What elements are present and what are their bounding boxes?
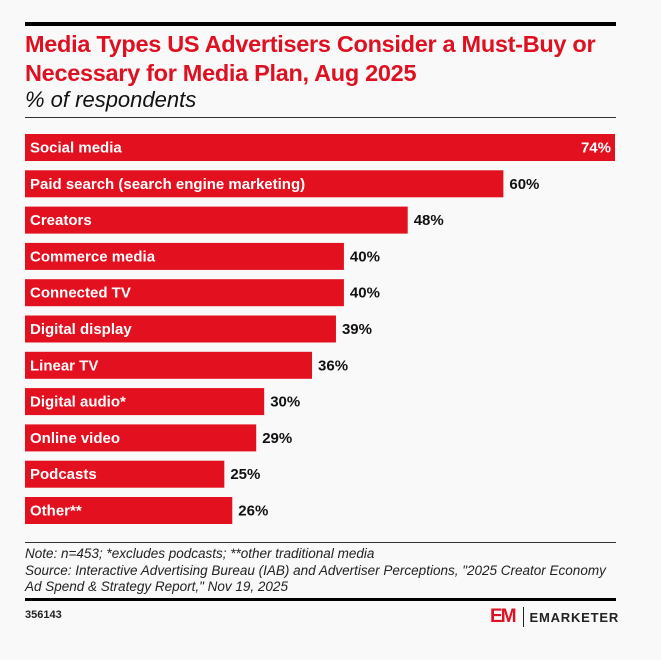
category-label: Other**	[30, 503, 82, 520]
category-label: Paid search (search engine marketing)	[30, 176, 305, 193]
value-label: 29%	[262, 430, 292, 447]
bar	[25, 134, 615, 161]
bar	[25, 460, 225, 488]
value-label: 26%	[238, 503, 268, 520]
category-label: Commerce media	[30, 248, 156, 265]
bar	[25, 351, 313, 379]
value-label: 25%	[230, 466, 260, 483]
value-label: 30%	[270, 394, 300, 411]
chart-title: Media Types US Advertisers Consider a Mu…	[25, 31, 596, 86]
logo-mark: EM	[490, 606, 517, 627]
value-label: 48%	[414, 212, 444, 229]
chart-id: 356143	[25, 609, 62, 621]
note-text: Note: n=453; *excludes podcasts; **other…	[25, 546, 375, 561]
category-label: Linear TV	[30, 357, 98, 374]
category-label: Connected TV	[30, 285, 131, 302]
value-label: 40%	[350, 285, 380, 302]
category-label: Digital audio*	[30, 394, 126, 411]
value-label: 40%	[350, 248, 380, 265]
logo-text: EMARKETER	[529, 609, 620, 625]
category-label: Online video	[30, 430, 120, 447]
value-label: 39%	[342, 321, 372, 338]
bar	[25, 497, 233, 524]
emarketer-logo: EM EMARKETER	[490, 606, 619, 628]
source-text: Source: Interactive Advertising Bureau (…	[25, 562, 606, 595]
bar	[25, 279, 344, 307]
top-rule	[25, 22, 616, 26]
value-label: 36%	[318, 357, 348, 374]
logo-separator	[522, 607, 524, 627]
value-label: 74%	[581, 140, 611, 157]
category-label: Creators	[30, 212, 92, 229]
bar-chart: Social media 74% Paid search (search engin…	[25, 134, 615, 524]
notes: Note: n=453; *excludes podcasts; **other…	[25, 546, 625, 596]
header-divider	[25, 117, 616, 118]
chart-subtitle: % of respondents	[25, 87, 197, 112]
category-label: Podcasts	[30, 466, 97, 483]
bar	[25, 388, 265, 416]
category-label: Social media	[30, 140, 122, 157]
bar	[25, 206, 408, 234]
bottom-rule	[25, 598, 616, 601]
bar	[25, 242, 344, 270]
bar	[25, 170, 504, 198]
notes-divider	[25, 542, 616, 543]
category-label: Digital display	[30, 321, 132, 338]
value-label: 60%	[509, 176, 539, 193]
bar	[25, 424, 257, 452]
bar	[25, 315, 336, 343]
